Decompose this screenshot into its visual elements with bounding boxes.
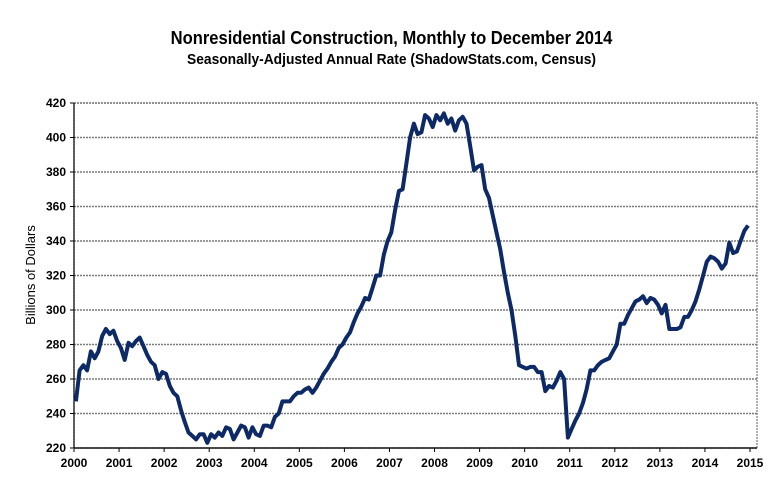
y-tick-label: 400 <box>46 131 66 145</box>
x-tick-label: 2010 <box>511 456 538 470</box>
x-tick-label: 2011 <box>557 456 583 470</box>
x-tick-label: 2009 <box>466 456 493 470</box>
series-line <box>73 111 750 445</box>
x-tick-label: 2003 <box>196 456 223 470</box>
y-tick-label: 360 <box>46 200 66 214</box>
y-tick-label: 320 <box>46 269 66 283</box>
y-axis-label: Billions of Dollars <box>23 225 38 325</box>
axes <box>70 102 758 452</box>
x-tick-labels: 2000 2001 2002 2003 2004 2005 2006 2007 2008 2009… <box>61 456 764 470</box>
y-tick-label: 260 <box>46 372 66 386</box>
y-tick-label: 220 <box>46 441 66 455</box>
y-tick-label: 340 <box>46 234 66 248</box>
x-tick-label: 2014 <box>692 456 719 470</box>
x-tick-label: 2004 <box>241 456 268 470</box>
x-tick-label: 2008 <box>421 456 448 470</box>
y-tick-labels: 220 240 260 280 300 320 340 360 380 400 420 <box>46 96 66 455</box>
y-tick-label: 380 <box>46 165 66 179</box>
x-tick-label: 2002 <box>151 456 178 470</box>
chart-title: Nonresidential Construction, Monthly to … <box>170 28 613 48</box>
x-tick-label: 2012 <box>601 456 628 470</box>
y-tick-label: 420 <box>46 96 66 110</box>
x-tick-label: 2006 <box>331 456 358 470</box>
x-tick-label: 2000 <box>61 456 88 470</box>
chart-subtitle: Seasonally-Adjusted Annual Rate (ShadowS… <box>187 51 596 68</box>
x-tick-label: 2013 <box>647 456 674 470</box>
x-tick-label: 2007 <box>376 456 403 470</box>
y-tick-label: 300 <box>46 303 66 317</box>
y-tick-label: 240 <box>46 407 66 421</box>
x-tick-label: 2015 <box>737 456 764 470</box>
x-tick-label: 2001 <box>106 456 133 470</box>
y-tick-label: 280 <box>46 338 66 352</box>
x-tick-label: 2005 <box>286 456 313 470</box>
